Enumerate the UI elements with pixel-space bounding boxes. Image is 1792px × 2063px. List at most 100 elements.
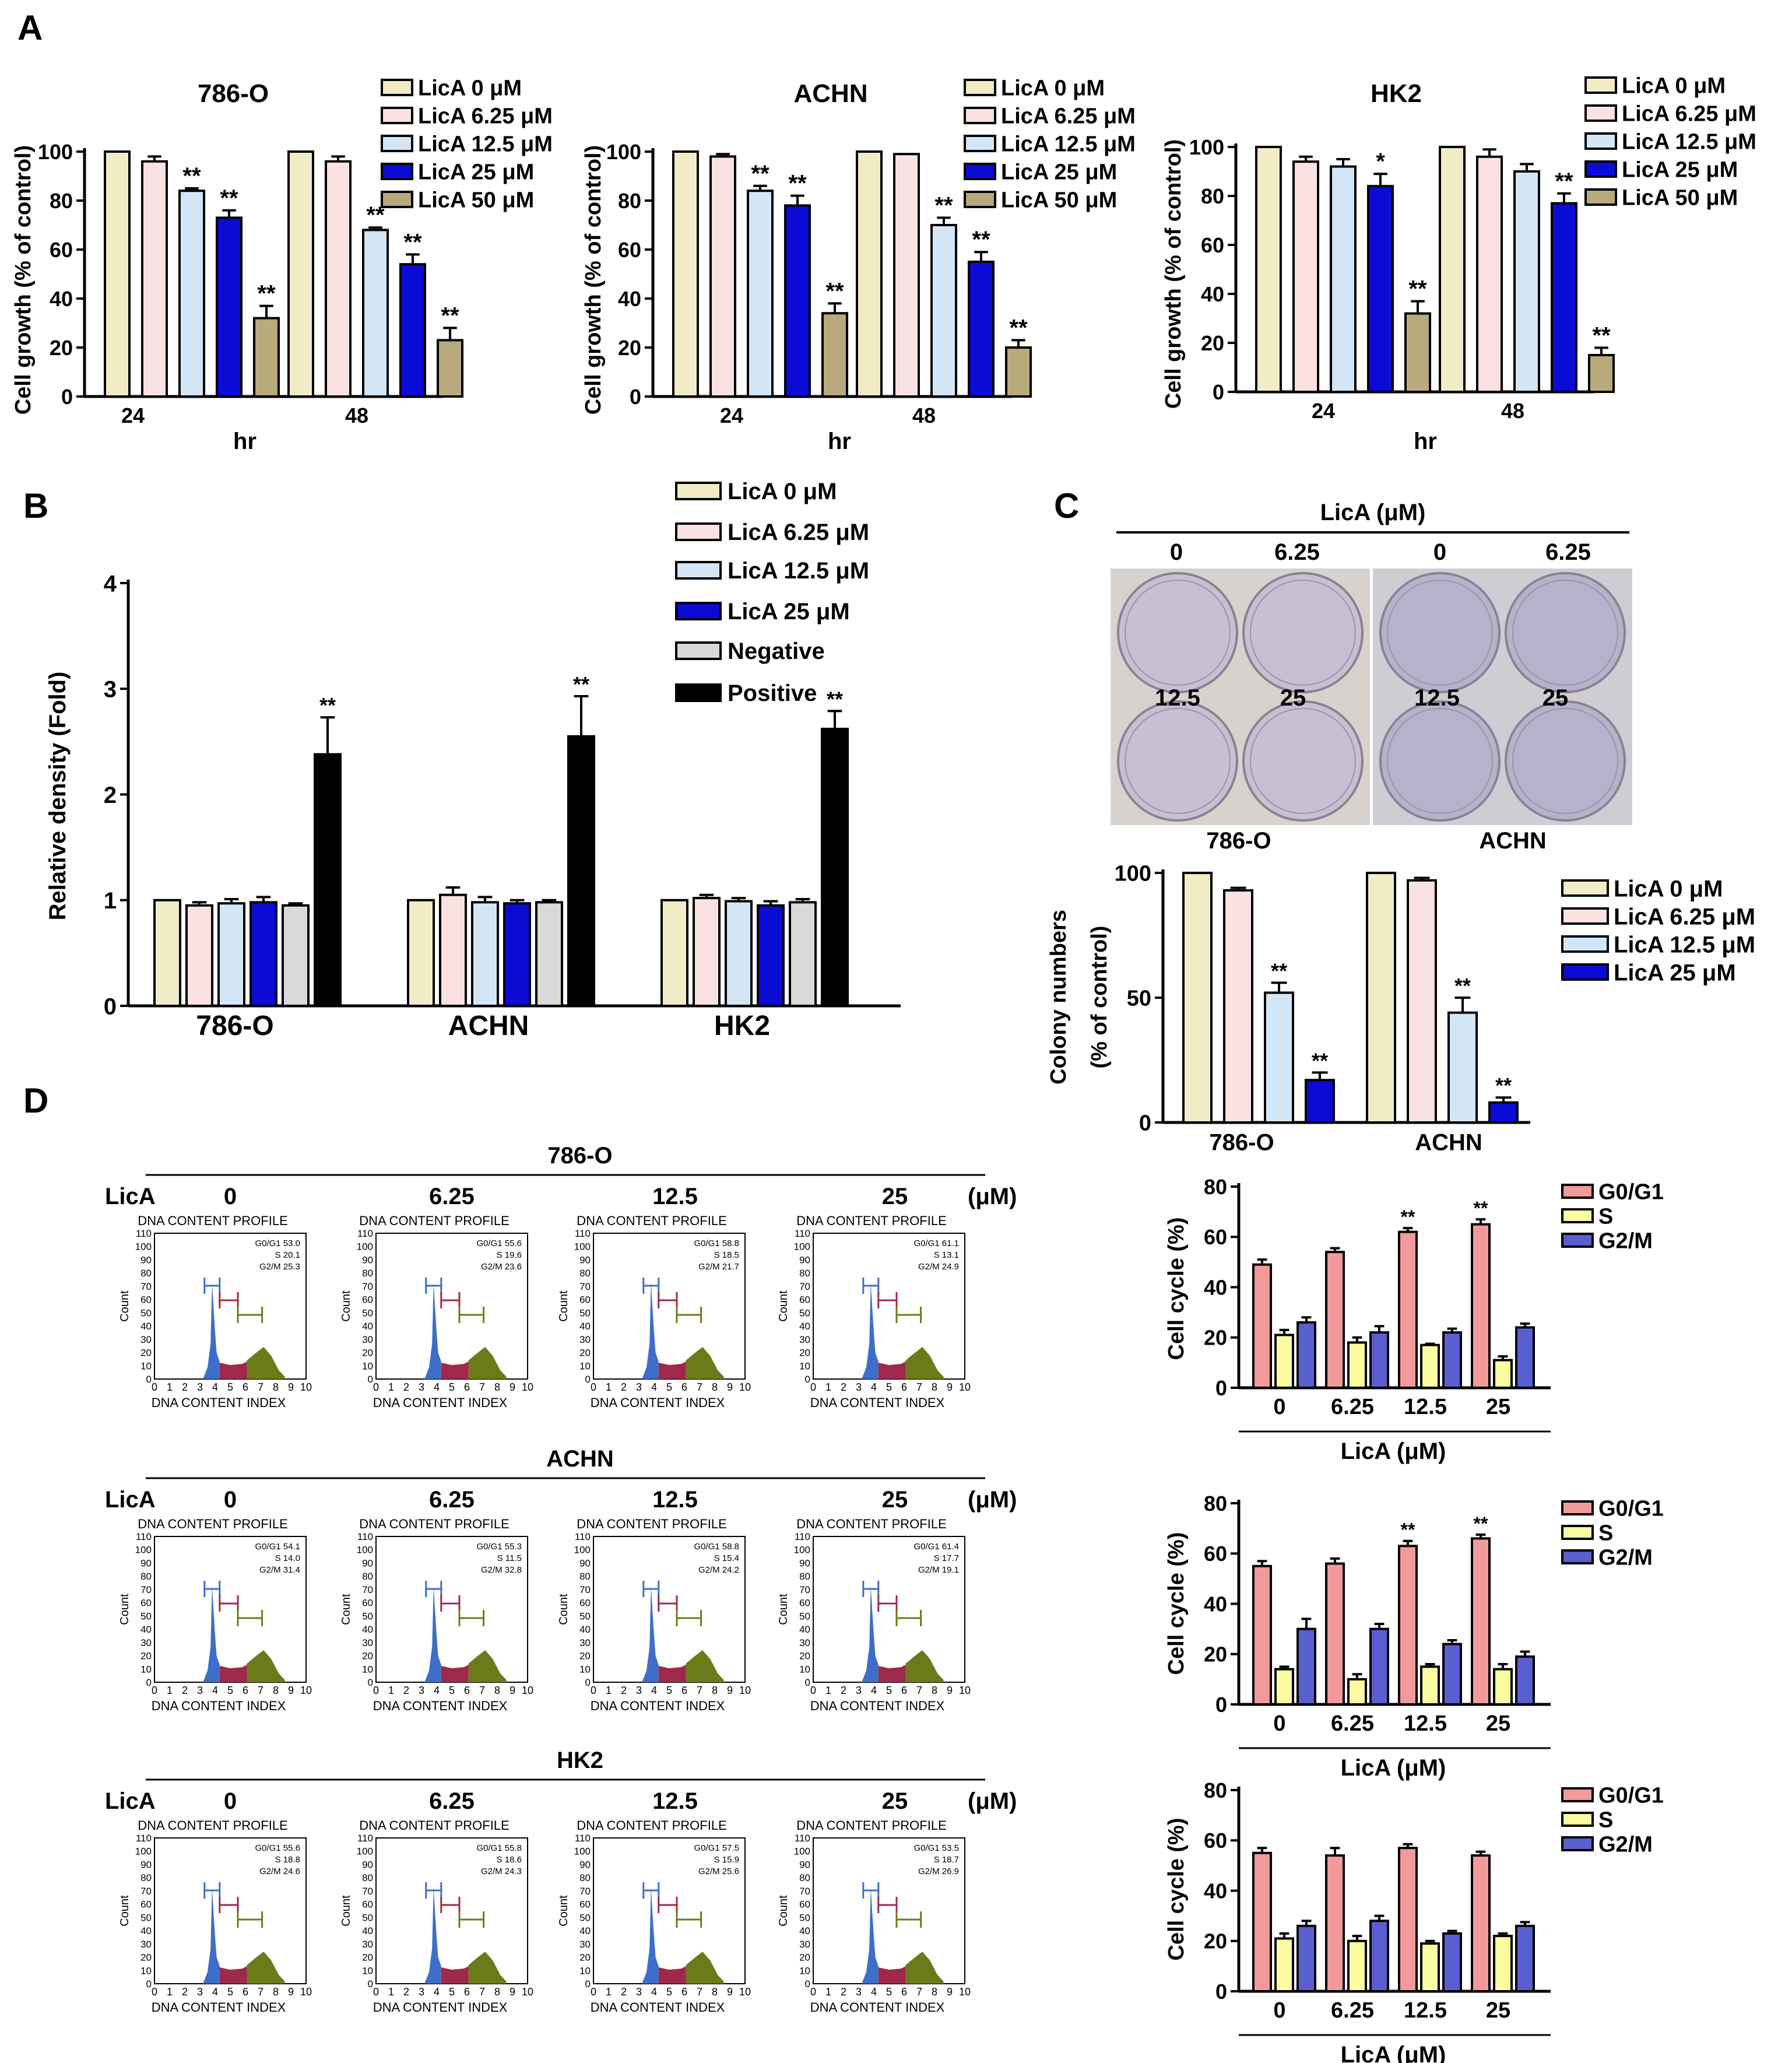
legend-swatch bbox=[381, 79, 413, 96]
phase-percentage: G2/M 24.2 bbox=[698, 1565, 739, 1575]
histogram-x-tick: 3 bbox=[856, 1986, 862, 1998]
y-tick-label: 0 bbox=[1213, 380, 1224, 404]
s-phase-region bbox=[441, 1665, 469, 1682]
colony-well-rim bbox=[1250, 708, 1356, 814]
dose-label: 6.25 bbox=[429, 1184, 475, 1209]
histogram-x-tick: 8 bbox=[494, 1685, 500, 1696]
g0g1-peak bbox=[642, 1887, 659, 1984]
histogram-y-label: Count bbox=[557, 1290, 570, 1322]
bar-s-25 bbox=[1493, 1668, 1513, 1706]
y-tick-label: 1 bbox=[104, 888, 117, 914]
dose-label: 12.5 bbox=[1155, 685, 1200, 711]
histogram-y-tick: 90 bbox=[799, 1859, 810, 1870]
dose-label: 12.5 bbox=[1414, 685, 1460, 711]
histogram-y-label: Count bbox=[557, 1594, 570, 1625]
histogram-y-tick: 50 bbox=[799, 1611, 810, 1622]
histogram-x-tick: 3 bbox=[636, 1986, 642, 1998]
histogram-y-tick: 30 bbox=[140, 1939, 152, 1950]
chart-d2: 0 20 40 60 80 0 6.25 ** 12.5 ** 25 bbox=[1204, 1492, 1551, 1736]
bar-lica-50-m-24 bbox=[253, 317, 280, 398]
histogram-x-tick: 2 bbox=[841, 1381, 846, 1393]
significance-marker: ** bbox=[1401, 1206, 1415, 1227]
legend-swatch bbox=[1561, 1787, 1594, 1802]
bar-negative-ACHN bbox=[535, 901, 563, 1007]
histogram-x-tick: 8 bbox=[932, 1381, 937, 1393]
s-phase-region bbox=[658, 1665, 686, 1682]
histogram-x-tick: 4 bbox=[871, 1986, 877, 1998]
bar-positive-HK2 bbox=[821, 728, 849, 1007]
histogram-x-tick: 8 bbox=[932, 1685, 937, 1696]
bar-g2-m-0 bbox=[1296, 1924, 1316, 1992]
legend-entry: S bbox=[1598, 1205, 1613, 1229]
histogram-y-tick: 60 bbox=[799, 1899, 810, 1910]
significance-marker: * bbox=[1376, 149, 1385, 174]
chart-a2: 0 20 40 60 80 100 ** ** ** 24 ** ** ** 48 bbox=[606, 140, 1032, 427]
histogram-x-tick: 0 bbox=[810, 1685, 816, 1696]
histogram-y-tick: 50 bbox=[140, 1912, 152, 1923]
histogram-y-tick: 30 bbox=[362, 1939, 373, 1950]
histogram-y-tick: 80 bbox=[799, 1268, 810, 1279]
histogram-x-tick: 4 bbox=[434, 1381, 440, 1393]
histogram-y-tick: 0 bbox=[585, 1978, 591, 1990]
bar-g0-g1-125 bbox=[1398, 1545, 1418, 1706]
cell-line-title: 786-O bbox=[547, 1143, 612, 1169]
g2m-peak bbox=[905, 1952, 944, 1984]
legend-entry: G2/M bbox=[1598, 1833, 1653, 1857]
legend-entry: LicA 25 μM bbox=[418, 160, 534, 185]
y-tick-label: 100 bbox=[606, 140, 641, 164]
histogram-x-tick: 2 bbox=[403, 1381, 409, 1393]
y-axis-label: Cell cycle (%) bbox=[1164, 1218, 1189, 1360]
dose-label: 12.5 bbox=[652, 1184, 698, 1209]
s-phase-region bbox=[441, 1362, 469, 1379]
histogram-y-tick: 70 bbox=[362, 1584, 373, 1595]
histogram-x-tick: 7 bbox=[479, 1685, 485, 1696]
licA-label: LicA bbox=[105, 1184, 156, 1209]
histogram-y-tick: 70 bbox=[362, 1281, 373, 1292]
histogram-y-tick: 60 bbox=[799, 1598, 810, 1609]
phase-gate-marker bbox=[425, 1581, 442, 1597]
phase-gate-marker bbox=[676, 1307, 702, 1323]
histogram-y-tick: 20 bbox=[362, 1348, 373, 1359]
phase-percentage: G2/M 25.3 bbox=[259, 1262, 300, 1272]
histogram-y-tick: 0 bbox=[585, 1677, 591, 1688]
histogram-y-tick: 90 bbox=[799, 1254, 810, 1265]
histogram-y-tick: 110 bbox=[795, 1228, 810, 1239]
histogram-x-tick: 1 bbox=[388, 1986, 394, 1998]
histogram-x-tick: 3 bbox=[856, 1685, 862, 1696]
x-tick-label: 25 bbox=[1486, 1998, 1510, 2023]
histogram-x-tick: 4 bbox=[434, 1685, 440, 1696]
histogram-x-label: DNA CONTENT INDEX bbox=[591, 1699, 725, 1713]
x-tick-label: 786-O bbox=[1209, 1130, 1274, 1156]
histogram-y-tick: 0 bbox=[368, 1978, 373, 1990]
histogram-y-tick: 40 bbox=[140, 1624, 152, 1635]
phase-percentage: S 18.6 bbox=[497, 1855, 522, 1865]
histogram-y-tick: 20 bbox=[140, 1651, 152, 1662]
histogram-y-tick: 10 bbox=[799, 1965, 810, 1976]
legend-swatch bbox=[1561, 1812, 1594, 1827]
panel-label-d: D bbox=[23, 1081, 48, 1120]
histogram-y-tick: 60 bbox=[579, 1899, 591, 1910]
x-tick-label: 24 bbox=[720, 404, 743, 427]
bar-lica-6-25-m-24 bbox=[141, 160, 168, 398]
s-phase-region bbox=[219, 1966, 247, 1984]
histogram-title: DNA CONTENT PROFILE bbox=[359, 1818, 510, 1833]
histogram-x-tick: 2 bbox=[182, 1986, 188, 1998]
histogram-y-tick: 90 bbox=[579, 1254, 591, 1265]
bar-lica-0-m-24 bbox=[672, 150, 699, 398]
s-phase-region bbox=[658, 1362, 686, 1379]
dna-histogram: DNA CONTENT PROFILE010203040506070809010… bbox=[777, 1213, 971, 1410]
histogram-x-tick: 9 bbox=[288, 1986, 294, 1998]
phase-percentage: S 13.1 bbox=[934, 1250, 959, 1260]
bar-lica-0-m-786O bbox=[1182, 872, 1213, 1124]
phase-percentage: G2/M 23.6 bbox=[481, 1262, 522, 1272]
bar-negative-HK2 bbox=[789, 901, 817, 1007]
histogram-x-tick: 1 bbox=[825, 1986, 831, 1998]
histogram-y-tick: 50 bbox=[362, 1912, 373, 1923]
histogram-x-tick: 7 bbox=[697, 1986, 702, 1998]
histogram-x-tick: 4 bbox=[212, 1986, 218, 1998]
histogram-y-tick: 0 bbox=[368, 1677, 373, 1688]
bar-lica-25-m-24 bbox=[784, 204, 811, 398]
g0g1-peak bbox=[203, 1283, 220, 1379]
histogram-x-tick: 2 bbox=[403, 1986, 409, 1998]
histogram-y-tick: 20 bbox=[362, 1651, 373, 1662]
